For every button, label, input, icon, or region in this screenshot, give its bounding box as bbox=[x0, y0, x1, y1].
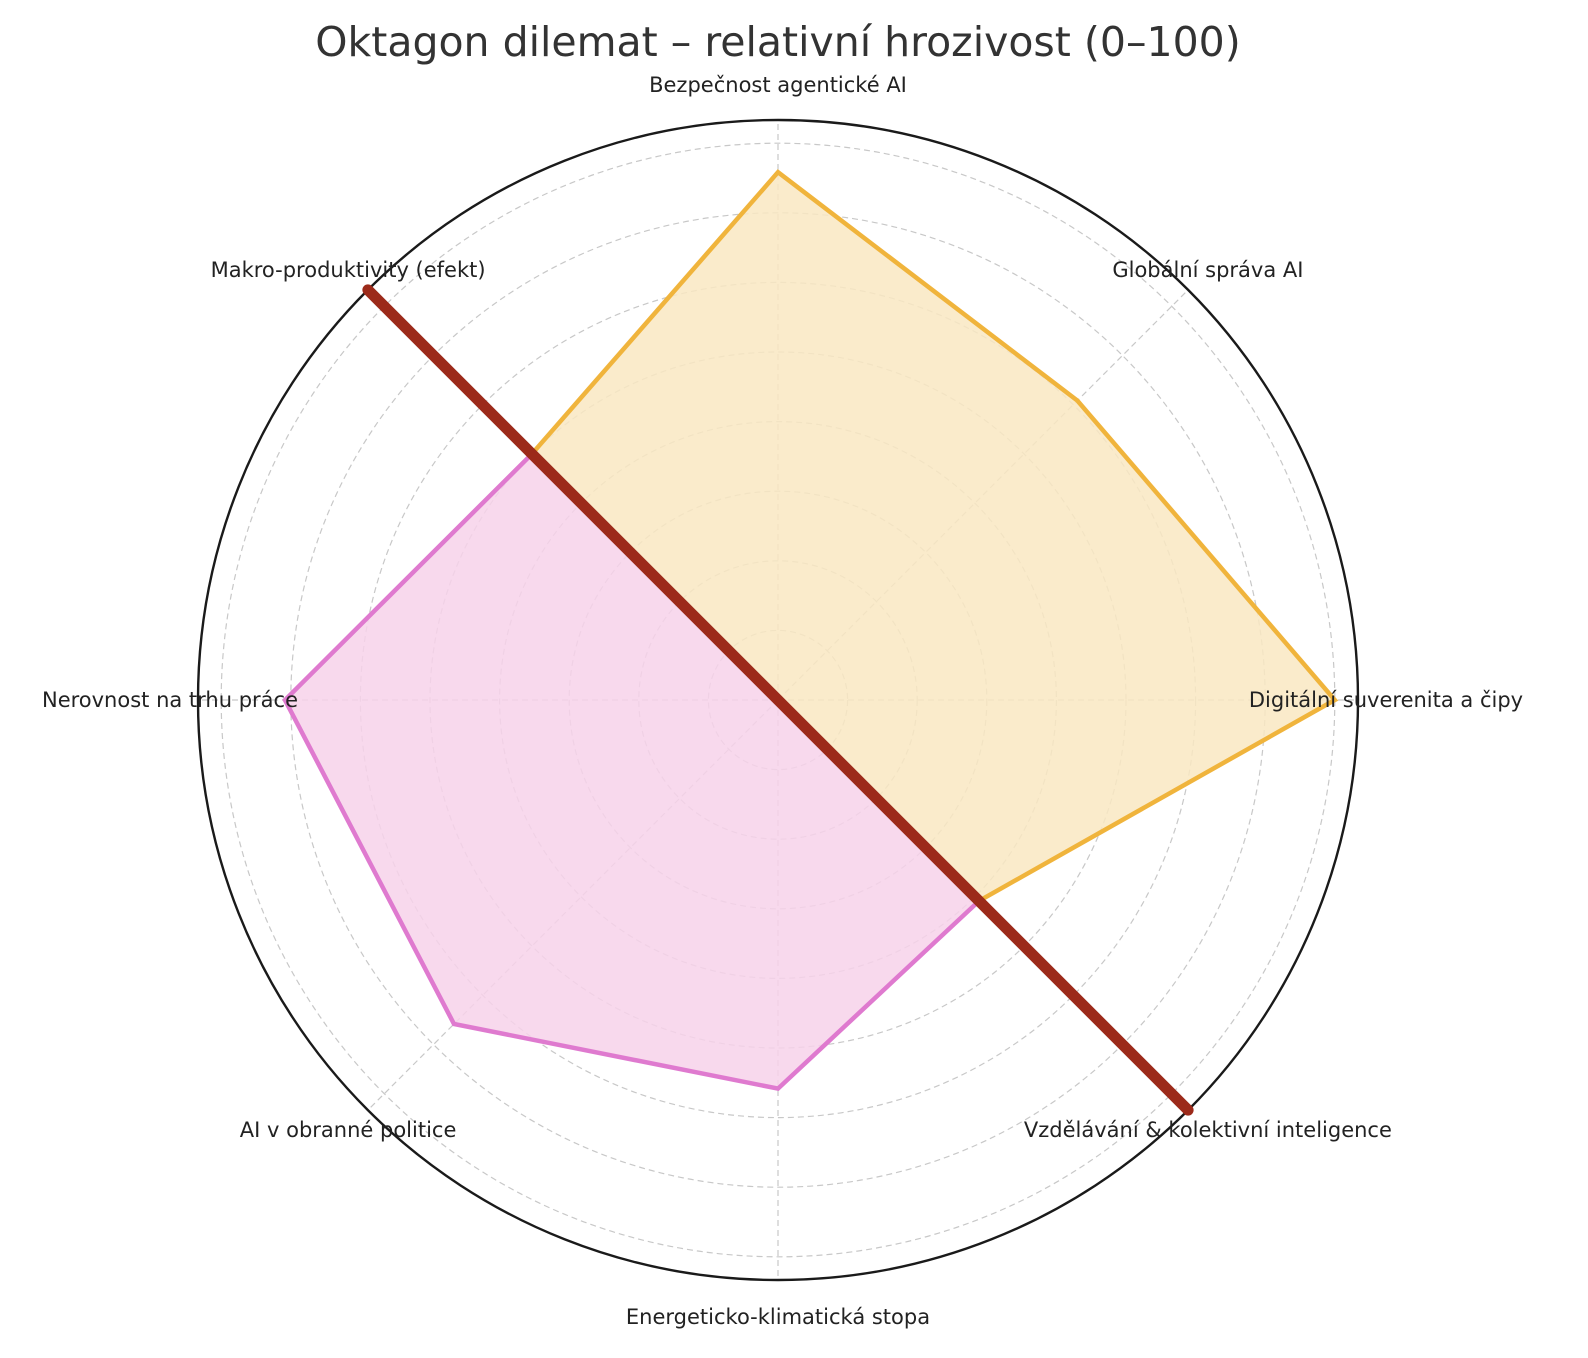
series-2-area bbox=[285, 453, 979, 1089]
axis-label-2: Globální správa AI bbox=[1112, 258, 1303, 282]
chart-title: Oktagon dilemat – relativní hrozivost (0… bbox=[315, 18, 1241, 66]
axis-label-1: Bezpečnost agentické AI bbox=[649, 73, 907, 97]
axis-label-3: Digitální suverenita a čipy bbox=[1249, 688, 1523, 712]
axis-label-6: AI v obranné politice bbox=[240, 1118, 457, 1142]
axis-label-7: Nerovnost na trhu práce bbox=[42, 688, 298, 712]
axis-label-8: Makro-produktivity (efekt) bbox=[211, 258, 486, 282]
series-1-area bbox=[531, 172, 1335, 901]
radar-series bbox=[282, 169, 1339, 1092]
axis-label-5: Energeticko-klimatická stopa bbox=[626, 1305, 930, 1329]
outer-ring bbox=[196, 118, 1360, 1282]
axis-labels: Bezpečnost agentické AI Globální správa A… bbox=[42, 73, 1523, 1329]
divider-line bbox=[362, 284, 1194, 1116]
axis-label-4: Vzdělávání & kolektivní inteligence bbox=[1024, 1118, 1392, 1142]
radar-divider bbox=[362, 284, 1194, 1116]
